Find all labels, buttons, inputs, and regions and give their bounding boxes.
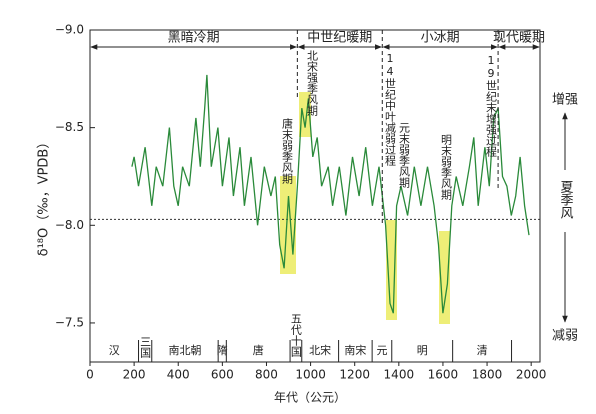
dynasty-label: 北宋 (309, 343, 331, 357)
dynasty-label: 汉 (109, 344, 120, 357)
plot-frame (89, 29, 541, 363)
period-label: 小冰期 (421, 31, 460, 46)
x-tick-label: 200 (123, 368, 146, 382)
dynasty-label: 隋 (217, 343, 228, 357)
annotation: 19世纪末增强过程 (485, 54, 498, 158)
x-tick-label: 1800 (472, 368, 503, 382)
x-axis-label: 年代（公元） (274, 391, 346, 405)
x-tick-label: 1200 (339, 368, 370, 382)
annotation: 北宋强季风期 (306, 50, 319, 117)
x-tick-label: 400 (167, 368, 190, 382)
monsoon-strong: 增强 (552, 93, 578, 108)
x-tick-label: 800 (255, 368, 278, 382)
annotation: 明末弱季风期 (440, 134, 453, 201)
monsoon-weak: 减弱 (552, 329, 578, 344)
dynasty-label: 五代十国 (289, 313, 302, 358)
x-tick-label: 1400 (384, 368, 415, 382)
period-label: 黑暗冷期 (168, 31, 220, 46)
monsoon-axis: 夏季风 (558, 180, 574, 220)
dynasty-label: 唐 (253, 343, 264, 357)
annotation: 唐末弱季风期 (281, 117, 294, 185)
dynasty-label: 明 (417, 344, 428, 357)
data-line (131, 74, 530, 314)
annotation: 元末弱季风期 (398, 122, 411, 189)
x-tick-label: 1600 (428, 368, 459, 382)
y-tick-label: −8.0 (55, 218, 84, 232)
x-tick-label: 1000 (295, 368, 326, 382)
dynasty-label: 清 (477, 344, 488, 357)
x-tick-label: 2000 (516, 368, 547, 382)
dynasty-label: 元 (376, 344, 387, 357)
y-tick-label: −9.0 (55, 23, 84, 37)
highlight (386, 220, 397, 320)
y-axis-label: δ¹⁸O（‰，VPDB） (37, 136, 52, 257)
y-tick-label: −8.5 (55, 120, 84, 134)
x-tick-label: 0 (86, 368, 94, 382)
period-label: 中世纪暖期 (307, 31, 372, 46)
y-tick-label: −7.5 (55, 315, 84, 329)
dynasty-label: 三国 (139, 336, 152, 359)
period-label: 现代暖期 (493, 31, 545, 46)
dynasty-label: 南宋 (344, 343, 366, 357)
x-tick-label: 600 (211, 368, 234, 382)
annotation: 14世纪中叶减弱过程 (384, 52, 397, 167)
highlight (439, 231, 450, 324)
dynasty-label: 南北朝 (168, 344, 201, 357)
